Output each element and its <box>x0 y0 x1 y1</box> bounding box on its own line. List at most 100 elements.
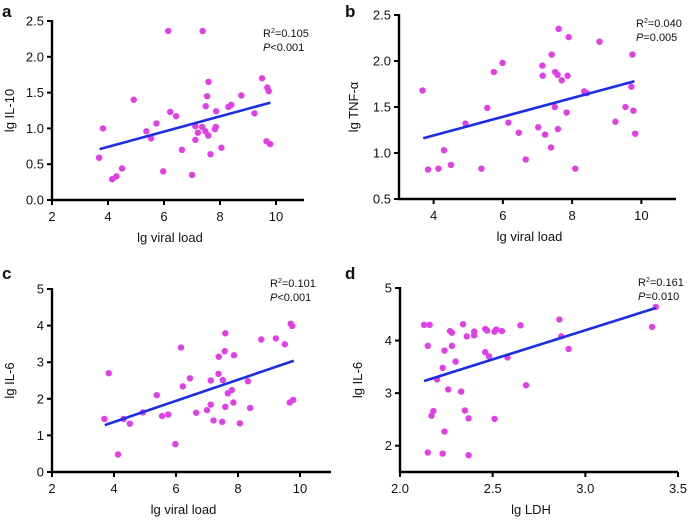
data-point <box>266 140 274 148</box>
regression-line <box>422 79 635 140</box>
data-point <box>499 59 506 67</box>
data-point <box>166 108 174 116</box>
data-point <box>629 51 636 58</box>
data-point <box>105 369 112 377</box>
panel-a: a 0.0 0.5 1.0 1.5 2.0 2.5 2 4 6 8 10 lg viral load l… <box>2 2 309 245</box>
data-point <box>485 353 493 360</box>
data-point <box>522 156 529 163</box>
data-point <box>478 165 485 172</box>
y-tick-label: 1.0 <box>26 121 44 136</box>
data-point <box>493 326 500 333</box>
data-point <box>547 144 555 151</box>
data-point <box>219 376 227 384</box>
data-point <box>482 348 489 356</box>
data-point <box>554 125 562 133</box>
p-symbol: P <box>270 292 278 304</box>
p-value: =0.010 <box>645 291 679 303</box>
y-tick-label: 2.0 <box>373 54 391 69</box>
x-tick-label: 4 <box>104 209 111 224</box>
r-squared-superscript: 2 <box>271 28 275 35</box>
data-point <box>114 451 122 458</box>
data-point <box>289 322 296 330</box>
y-tick-label: 4 <box>37 318 44 333</box>
data-point <box>490 68 498 76</box>
data-point <box>207 401 214 408</box>
y-tick-label: 2 <box>37 391 44 406</box>
data-point <box>218 418 226 426</box>
y-tick-label: 1.5 <box>26 85 44 100</box>
data-point <box>555 25 562 32</box>
x-tick-label: 8 <box>216 209 223 224</box>
data-point <box>210 417 217 424</box>
panel-letter: a <box>2 2 12 21</box>
r-symbol: R <box>636 18 644 30</box>
data-point <box>205 78 212 86</box>
data-point <box>130 96 137 103</box>
p-symbol: P <box>638 291 646 303</box>
data-point <box>222 403 229 411</box>
data-point <box>439 450 446 457</box>
x-tick-label: 10 <box>269 209 283 224</box>
data-point <box>159 168 167 175</box>
data-point <box>470 332 478 339</box>
x-tick-label: 4 <box>110 481 117 496</box>
data-point <box>218 144 225 151</box>
data-point <box>95 154 103 161</box>
data-point <box>534 124 542 131</box>
p-value: =0.005 <box>643 32 677 44</box>
y-tick-label: 3 <box>37 355 44 370</box>
data-point <box>483 327 491 334</box>
data-point <box>281 341 289 348</box>
data-point <box>424 166 432 173</box>
r-squared-label: R2=0.161 <box>638 277 684 289</box>
data-point <box>194 129 202 136</box>
data-point <box>556 316 563 323</box>
data-point <box>158 412 166 420</box>
regression-line <box>104 359 295 427</box>
data-point <box>236 420 244 427</box>
data-point <box>563 109 570 116</box>
r-squared-value: =0.105 <box>275 28 309 40</box>
data-point <box>238 92 245 99</box>
y-tick-label: 0.5 <box>373 192 391 207</box>
data-point <box>251 110 258 117</box>
panel-letter: d <box>345 264 355 283</box>
data-point <box>420 321 428 328</box>
data-point <box>143 128 150 135</box>
panel-b: b 0.5 1.0 1.5 2.0 2.5 4 6 8 10 lg viral load lg TN… <box>345 2 682 244</box>
data-point <box>541 131 549 138</box>
data-point <box>484 104 491 112</box>
data-point <box>612 118 619 125</box>
data-point <box>498 327 506 335</box>
x-tick-label: 6 <box>172 481 179 496</box>
data-point <box>198 123 206 131</box>
y-tick-label: 2 <box>385 438 392 453</box>
y-axis-label: lg IL-6 <box>350 362 365 398</box>
data-point <box>515 129 523 136</box>
data-point <box>457 388 465 395</box>
data-point <box>258 75 266 82</box>
x-tick-label: 2 <box>48 481 55 496</box>
data-point <box>630 107 637 114</box>
data-point <box>203 92 211 100</box>
y-tick-label: 5 <box>385 281 392 296</box>
data-point <box>548 51 555 58</box>
data-point <box>441 428 448 435</box>
data-point <box>203 406 211 414</box>
data-point <box>461 407 469 414</box>
p-value: <0.001 <box>277 292 311 304</box>
data-point <box>153 391 160 399</box>
y-tick-label: 0.0 <box>26 193 44 208</box>
panel-letter: b <box>345 2 355 21</box>
x-tick-label: 8 <box>234 481 241 496</box>
y-tick-label: 2.5 <box>373 8 391 23</box>
r-squared-value: =0.101 <box>282 278 316 290</box>
data-point <box>153 120 160 127</box>
data-point <box>440 147 448 154</box>
r-squared-label: R2=0.040 <box>636 18 682 30</box>
data-point <box>426 321 433 328</box>
x-axis-label: lg viral load <box>497 229 563 244</box>
x-tick-label: 4 <box>430 208 437 223</box>
data-point <box>551 103 559 111</box>
